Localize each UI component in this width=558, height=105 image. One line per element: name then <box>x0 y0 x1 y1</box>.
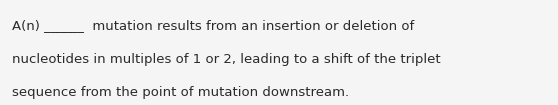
Text: nucleotides in multiples of 1 or 2, leading to a shift of the triplet: nucleotides in multiples of 1 or 2, lead… <box>12 52 441 66</box>
Text: A(n) ______  mutation results from an insertion or deletion of: A(n) ______ mutation results from an ins… <box>12 19 415 32</box>
Text: sequence from the point of mutation downstream.: sequence from the point of mutation down… <box>12 86 349 99</box>
